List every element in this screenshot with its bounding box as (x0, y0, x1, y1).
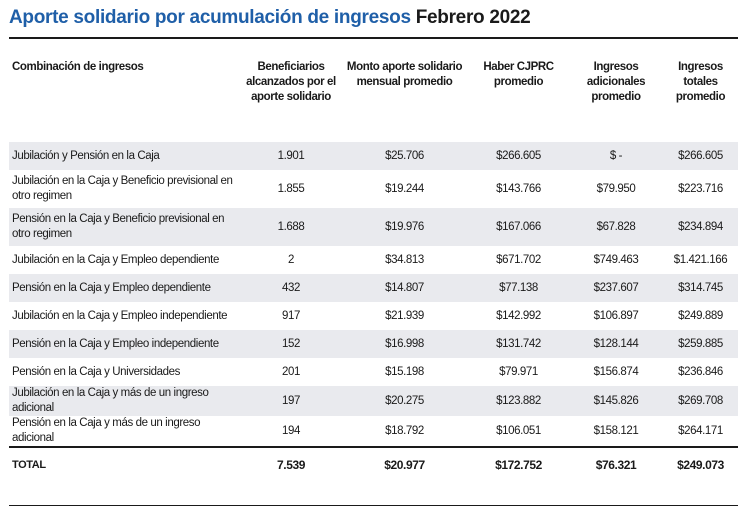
cell-haber: $131.742 (468, 330, 569, 358)
bottom-rule (9, 505, 738, 506)
column-header-haber: Haber CJPRC promedio (483, 61, 554, 88)
cell-ingresos-adicionales: $79.950 (596, 182, 636, 195)
cell-combinacion: Pensión en la Caja y Universidades (12, 365, 180, 378)
cell-ingresos-adicionales: $128.144 (569, 330, 663, 358)
column-header-ingresos-adicionales: Ingresos adicionales promedio (586, 61, 646, 103)
cell-haber: $106.051 (496, 424, 541, 437)
cell-combinacion: Pensión en la Caja y Beneficio prevision… (9, 208, 241, 246)
table-row: Jubilación en la Caja y Empleo independi… (9, 302, 738, 330)
table-row: Jubilación y Pensión en la Caja 1.901 $25.… (9, 142, 738, 170)
table-row: Jubilación en la Caja y Empleo dependien… (9, 246, 738, 274)
cell-haber: $79.971 (499, 365, 538, 378)
table-row: Pensión en la Caja y Empleo dependiente 4… (9, 274, 738, 302)
cell-monto-aporte: $16.998 (341, 330, 468, 358)
column-header-monto-aporte: Monto aporte solidario mensual promedio (346, 61, 463, 88)
cell-ingresos-adicionales: $145.826 (569, 386, 663, 416)
cell-combinacion: Jubilación en la Caja y Empleo independi… (12, 309, 228, 322)
cell-beneficiarios: 917 (282, 309, 300, 322)
cell-monto-aporte: $19.976 (341, 208, 468, 246)
cell-monto-aporte: $15.198 (385, 365, 424, 378)
cell-combinacion: Pensión en la Caja y Empleo dependiente (9, 274, 241, 302)
top-rule (9, 37, 738, 39)
cell-monto-aporte: $18.792 (385, 424, 424, 437)
cell-monto-aporte: $20.275 (341, 386, 468, 416)
total-cell-ingresos-totales: $249.073 (663, 446, 738, 482)
cell-ingresos-totales: $249.889 (678, 309, 723, 322)
title-main: Aporte solidario por acumulación de ingr… (9, 7, 411, 28)
cell-combinacion: Jubilación en la Caja y más de un ingres… (9, 386, 241, 416)
cell-haber: $143.766 (496, 182, 541, 195)
cell-beneficiarios: 1.855 (277, 182, 305, 195)
table-row: Pensión en la Caja y Universidades 201 $15… (9, 358, 738, 386)
header-row: Combinación de ingresos Beneficiarios al… (9, 50, 738, 142)
total-cell-monto-aporte: $20.977 (341, 446, 468, 482)
total-cell-ingresos-adicionales: $76.321 (569, 446, 663, 482)
cell-ingresos-adicionales: $749.463 (593, 253, 639, 266)
cell-haber: $266.605 (468, 142, 569, 170)
cell-combinacion: Jubilación en la Caja y Beneficio previs… (12, 175, 233, 202)
column-header-beneficiarios: Beneficiarios alcanzados por el aporte s… (246, 61, 336, 103)
cell-monto-aporte: $25.706 (341, 142, 468, 170)
cell-combinacion: Pensión en la Caja y Empleo independient… (9, 330, 241, 358)
cell-ingresos-totales: $266.605 (663, 142, 738, 170)
cell-haber: $142.992 (496, 309, 541, 322)
cell-ingresos-totales: $1.421.166 (673, 253, 728, 266)
cell-beneficiarios: 152 (241, 330, 341, 358)
cell-beneficiarios: 201 (282, 365, 300, 378)
cell-haber: $123.882 (468, 386, 569, 416)
chart-title: Aporte solidario por acumulación de ingr… (9, 7, 531, 29)
cell-combinacion: Pensión en la Caja y más de un ingreso a… (12, 417, 201, 444)
cell-monto-aporte: $19.244 (385, 182, 424, 195)
cell-ingresos-adicionales: $158.121 (593, 424, 639, 437)
cell-monto-aporte: $34.813 (385, 253, 424, 266)
cell-ingresos-totales: $234.894 (663, 208, 738, 246)
cell-haber: $671.702 (496, 253, 541, 266)
cell-beneficiarios: 197 (241, 386, 341, 416)
cell-beneficiarios: 432 (241, 274, 341, 302)
cell-beneficiarios: 2 (288, 253, 294, 266)
cell-beneficiarios: 1.688 (241, 208, 341, 246)
cell-ingresos-adicionales: $156.874 (593, 365, 639, 378)
cell-ingresos-totales: $223.716 (678, 182, 723, 195)
table-body: Jubilación y Pensión en la Caja 1.901 $25.… (9, 142, 738, 482)
cell-monto-aporte: $14.807 (341, 274, 468, 302)
cell-haber: $77.138 (468, 274, 569, 302)
cell-beneficiarios: 1.901 (241, 142, 341, 170)
cell-ingresos-adicionales: $ - (569, 142, 663, 170)
total-cell-haber: $172.752 (468, 446, 569, 482)
cell-combinacion: Jubilación en la Caja y Empleo dependien… (12, 253, 219, 266)
table-row: Pensión en la Caja y Beneficio prevision… (9, 208, 738, 246)
table-row: Pensión en la Caja y más de un ingreso a… (9, 416, 738, 447)
cell-ingresos-totales: $259.885 (663, 330, 738, 358)
total-cell-beneficiarios: 7.539 (241, 446, 341, 482)
cell-ingresos-totales: $236.846 (678, 365, 723, 378)
column-header-combinacion: Combinación de ingresos (12, 61, 144, 73)
table-row: Jubilación en la Caja y Beneficio previs… (9, 170, 738, 208)
table-row: Pensión en la Caja y Empleo independient… (9, 330, 738, 358)
cell-ingresos-adicionales: $237.607 (569, 274, 663, 302)
cell-ingresos-totales: $269.708 (663, 386, 738, 416)
cell-combinacion: Jubilación y Pensión en la Caja (9, 142, 241, 170)
data-table: Combinación de ingresos Beneficiarios al… (9, 50, 738, 482)
cell-ingresos-totales: $264.171 (678, 424, 723, 437)
total-cell-combinacion: TOTAL (9, 446, 241, 482)
cell-ingresos-adicionales: $106.897 (593, 309, 639, 322)
cell-beneficiarios: 194 (282, 424, 300, 437)
cell-monto-aporte: $21.939 (385, 309, 424, 322)
cell-ingresos-adicionales: $67.828 (569, 208, 663, 246)
table-row: Jubilación en la Caja y más de un ingres… (9, 386, 738, 416)
column-header-ingresos-totales: Ingresos totales promedio (675, 61, 726, 103)
cell-ingresos-totales: $314.745 (663, 274, 738, 302)
total-row: TOTAL 7.539 $20.977 $172.752 $76.321 $249.073 (9, 446, 738, 482)
cell-haber: $167.066 (468, 208, 569, 246)
title-period: Febrero 2022 (415, 7, 531, 28)
